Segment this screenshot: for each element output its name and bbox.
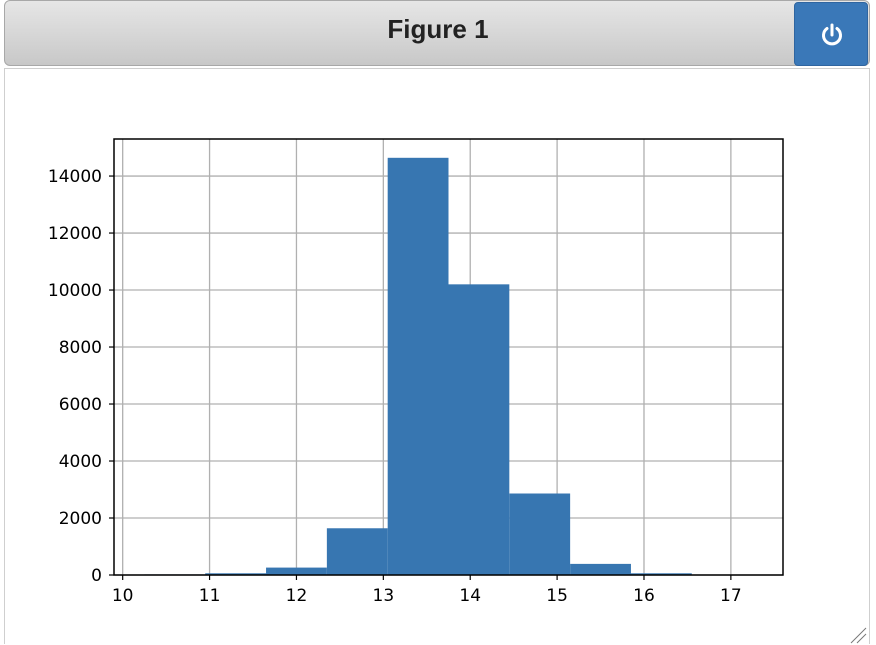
x-tick-label: 10 [112, 586, 134, 606]
y-tick-label: 2000 [59, 509, 102, 529]
figure-canvas[interactable]: 10 11 12 13 14 15 16 17 0 2000 4000 6000 8000 10000 12… [4, 68, 870, 644]
power-button[interactable] [794, 2, 868, 66]
x-tick-label: 14 [459, 586, 481, 606]
y-tick-label: 14000 [48, 167, 102, 187]
histogram-bar [266, 568, 327, 575]
histogram-bar [449, 284, 510, 575]
figure-titlebar: Figure 1 [4, 0, 870, 66]
x-tick-label: 15 [546, 586, 568, 606]
histogram-bar [570, 564, 631, 575]
y-tick-label: 12000 [48, 224, 102, 244]
x-tick-label: 13 [373, 586, 395, 606]
window-title: Figure 1 [5, 1, 871, 57]
resize-grip-icon[interactable] [848, 626, 868, 644]
y-tick-label: 10000 [48, 281, 102, 301]
y-tick-label: 4000 [59, 452, 102, 472]
x-tick-label: 11 [199, 586, 221, 606]
histogram-chart: 10 11 12 13 14 15 16 17 0 2000 4000 6000 8000 10000 12… [5, 69, 869, 645]
x-tick-label: 12 [286, 586, 308, 606]
y-tick-label: 0 [91, 566, 102, 586]
x-tick-label: 16 [633, 586, 655, 606]
y-tick-label: 8000 [59, 338, 102, 358]
histogram-bars [144, 158, 752, 575]
histogram-bar [509, 493, 570, 575]
histogram-bar [388, 158, 449, 575]
x-tick-label: 17 [720, 586, 742, 606]
power-icon [820, 23, 844, 47]
y-tick-label: 6000 [59, 395, 102, 415]
histogram-bar [327, 528, 388, 575]
